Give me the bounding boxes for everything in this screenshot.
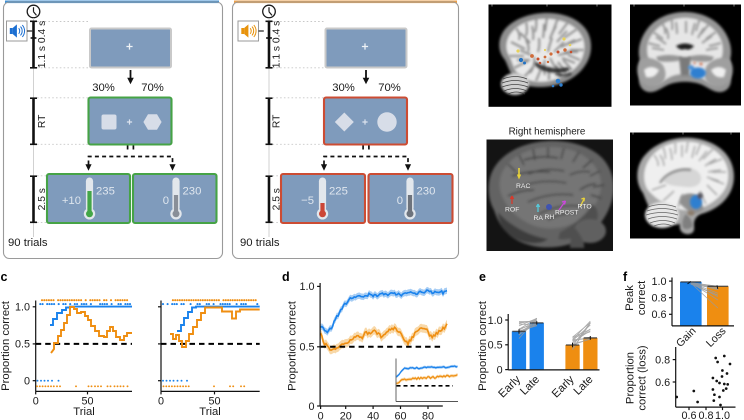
svg-text:Proportion correct: Proportion correct xyxy=(477,300,489,391)
svg-text:+10: +10 xyxy=(62,195,81,207)
svg-text:Trial: Trial xyxy=(199,406,221,418)
svg-text:40: 40 xyxy=(367,411,379,420)
svg-text:0: 0 xyxy=(318,411,324,420)
svg-text:0: 0 xyxy=(308,401,314,413)
svg-text:0.6: 0.6 xyxy=(651,309,666,321)
svg-text:70%: 70% xyxy=(378,82,401,94)
svg-text:1.0: 1.0 xyxy=(15,302,30,314)
svg-text:0.5: 0.5 xyxy=(299,342,314,354)
svg-text:Trial: Trial xyxy=(73,406,95,418)
svg-text:ROF: ROF xyxy=(505,207,519,214)
svg-text:RAC: RAC xyxy=(516,183,530,190)
svg-text:1.0: 1.0 xyxy=(651,276,666,288)
svg-text:1.0: 1.0 xyxy=(299,281,314,293)
svg-text:0: 0 xyxy=(163,195,169,207)
svg-text:0.6: 0.6 xyxy=(655,377,670,389)
svg-text:0.8: 0.8 xyxy=(651,293,666,305)
svg-text:70%: 70% xyxy=(141,82,164,94)
svg-text:30%: 30% xyxy=(332,82,355,94)
svg-text:20: 20 xyxy=(340,411,352,420)
svg-text:0: 0 xyxy=(497,364,503,376)
svg-text:Loss: Loss xyxy=(704,325,729,350)
svg-text:2.5 s: 2.5 s xyxy=(37,188,48,210)
svg-text:60: 60 xyxy=(394,411,406,420)
svg-text:30%: 30% xyxy=(92,82,115,94)
svg-text:235: 235 xyxy=(96,186,115,198)
svg-text:230: 230 xyxy=(183,186,202,198)
svg-text:1.0: 1.0 xyxy=(488,315,503,327)
svg-text:1.0: 1.0 xyxy=(715,410,730,420)
svg-text:0: 0 xyxy=(33,396,39,408)
svg-text:0.8: 0.8 xyxy=(698,410,713,420)
svg-text:0: 0 xyxy=(158,396,164,408)
svg-text:RH: RH xyxy=(545,214,555,221)
svg-text:RT: RT xyxy=(272,114,283,128)
svg-text:Proportion: Proportion xyxy=(625,352,637,404)
svg-text:2.5 s: 2.5 s xyxy=(272,188,283,210)
svg-text:c: c xyxy=(1,270,8,284)
svg-text:225: 225 xyxy=(329,186,348,198)
svg-text:RPOST: RPOST xyxy=(555,210,578,217)
svg-text:0: 0 xyxy=(24,376,30,388)
svg-text:Proportion correct: Proportion correct xyxy=(0,300,12,391)
svg-text:correct: correct xyxy=(636,280,648,315)
svg-text:Right hemisphere: Right hemisphere xyxy=(509,127,586,138)
svg-text:f: f xyxy=(623,270,628,284)
svg-text:RA: RA xyxy=(534,215,544,222)
svg-text:e: e xyxy=(479,270,486,284)
svg-text:1.1 s 0.4 s: 1.1 s 0.4 s xyxy=(272,21,283,69)
svg-text:d: d xyxy=(282,270,290,284)
svg-text:0.8: 0.8 xyxy=(655,354,670,366)
svg-text:90 trials: 90 trials xyxy=(8,237,48,249)
svg-text:0.6: 0.6 xyxy=(681,410,696,420)
svg-text:80: 80 xyxy=(422,411,434,420)
svg-text:0.5: 0.5 xyxy=(15,339,30,351)
svg-text:1.1 s 0.4 s: 1.1 s 0.4 s xyxy=(37,21,48,69)
svg-text:Peak: Peak xyxy=(624,285,636,311)
svg-text:Proportion correct: Proportion correct xyxy=(287,300,299,391)
svg-text:Late: Late xyxy=(572,374,596,398)
svg-text:50: 50 xyxy=(81,396,93,408)
svg-text:90 trials: 90 trials xyxy=(240,237,280,249)
svg-text:Late: Late xyxy=(518,374,542,398)
svg-text:0.5: 0.5 xyxy=(488,340,503,352)
svg-text:Gain: Gain xyxy=(674,325,699,350)
svg-text:RTO: RTO xyxy=(578,204,592,211)
svg-text:230: 230 xyxy=(417,186,436,198)
svg-text:0: 0 xyxy=(397,195,403,207)
svg-text:correct (loss): correct (loss) xyxy=(637,345,649,411)
svg-text:50: 50 xyxy=(208,396,220,408)
svg-text:−5: −5 xyxy=(301,195,314,207)
svg-text:RT: RT xyxy=(37,114,48,128)
